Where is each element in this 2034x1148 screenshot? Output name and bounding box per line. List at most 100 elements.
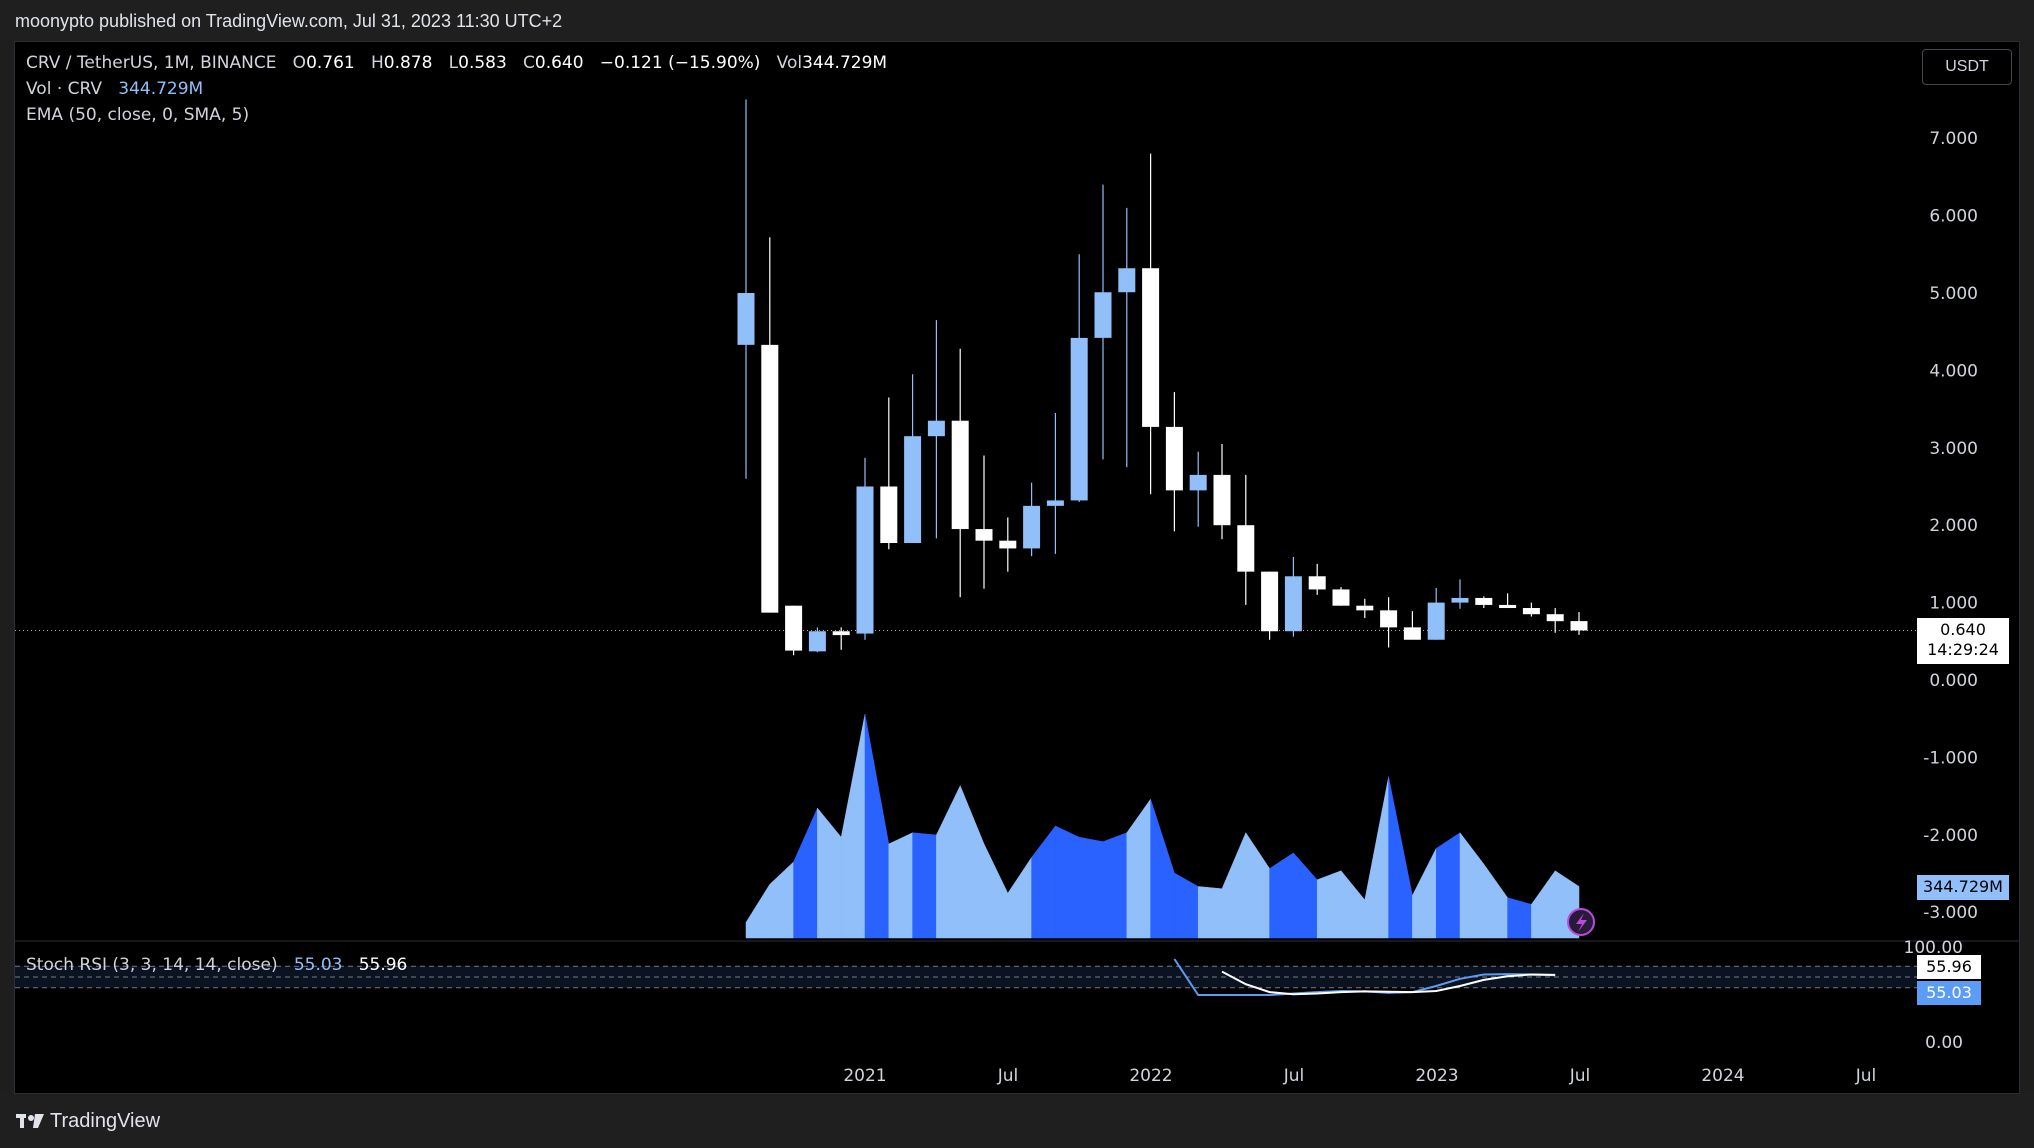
y-tick-label: 1.000 [1929, 594, 1978, 614]
close-label: C [523, 53, 535, 73]
y-tick-label: -1.000 [1923, 748, 1978, 768]
x-tick-label: 2021 [843, 1066, 886, 1086]
last-price-value: 0.640 [1940, 620, 1986, 639]
y-tick-label: 3.000 [1929, 439, 1978, 459]
lightning-glyph [1576, 913, 1587, 932]
tradingview-logo[interactable]: TradingView [16, 1110, 160, 1133]
candle-body [1165, 426, 1183, 491]
candle-body [1332, 589, 1350, 606]
candle-body [1284, 576, 1302, 632]
volume-segment [1102, 832, 1128, 939]
stoch-tick-label: 100.00 [1904, 938, 1963, 958]
volume-segment [1483, 863, 1508, 939]
high-label: H [370, 53, 384, 73]
candle-body [1380, 610, 1398, 628]
volume-segment [1174, 872, 1199, 939]
y-tick-label: -2.000 [1923, 826, 1978, 846]
volume-segment [817, 807, 842, 939]
low-label: L [448, 53, 459, 73]
candle-body [1046, 500, 1064, 506]
volume-segment [959, 785, 985, 939]
volume-segment [936, 785, 961, 939]
candle-body [737, 293, 755, 345]
y-tick-label: 6.000 [1929, 207, 1978, 227]
footer: TradingView [0, 1094, 2034, 1148]
publisher-line: moonypto published on TradingView.com, J… [15, 11, 563, 31]
candle-body [1475, 597, 1493, 605]
candle-body [1403, 627, 1421, 640]
volume-segment [745, 883, 771, 939]
bar-countdown: 14:29:24 [1927, 640, 1999, 659]
low-value: 0.583 [458, 53, 507, 73]
stoch-rsi-legend[interactable]: Stoch RSI (3, 3, 14, 14, close) 55.03 55… [26, 955, 407, 975]
high-value: 0.878 [383, 53, 433, 73]
volume-segment [1078, 836, 1104, 939]
candle-body [904, 436, 922, 544]
candle-body [1070, 337, 1088, 501]
stoch-k-value: 55.03 [293, 955, 343, 975]
stoch-tick-label: 0.00 [1925, 1033, 1963, 1053]
volume-segment [1221, 832, 1247, 939]
candle-body [1142, 268, 1160, 427]
volume-segment [1340, 870, 1366, 939]
candle-body [1356, 605, 1374, 611]
volume-segment [1269, 852, 1294, 939]
candle-body [1023, 505, 1041, 549]
volume-segment [983, 843, 1009, 939]
volume-segment [1316, 870, 1342, 939]
stoch-k-tag: 55.96 [1917, 955, 1981, 979]
candle-body [999, 540, 1017, 549]
y-tick-label: 7.000 [1929, 129, 1978, 149]
volume-segment [1055, 825, 1080, 939]
candle-body [1570, 621, 1588, 631]
candle-body [1237, 525, 1255, 572]
candle-body [975, 529, 993, 541]
symbol-name[interactable]: CRV / TetherUS, 1M, BINANCE [26, 53, 277, 73]
candle-body [1213, 474, 1231, 526]
x-tick-label: Jul [1855, 1066, 1877, 1086]
volume-segment [1507, 897, 1532, 939]
volume-segment [1245, 831, 1270, 939]
candle-body [1308, 576, 1326, 590]
candle-body [1189, 474, 1207, 491]
volume-segment [793, 807, 818, 939]
change-value: −0.121 (−15.90%) [599, 53, 761, 73]
vol-value: 344.729M [802, 53, 888, 73]
candle-body [785, 605, 803, 651]
volume-segment [1412, 848, 1437, 939]
candle-body [951, 420, 969, 530]
ema-label: EMA (50, close, 0, SMA, 5) [26, 105, 250, 125]
candle-body [761, 344, 779, 613]
volume-segment [1364, 776, 1389, 939]
brand-name: TradingView [50, 1110, 161, 1132]
ema-legend[interactable]: EMA (50, close, 0, SMA, 5) [26, 105, 249, 125]
volume-segment [864, 713, 890, 939]
y-tick-label: 5.000 [1929, 284, 1978, 304]
volume-segment [912, 832, 937, 939]
y-tick-label: -3.000 [1923, 903, 1978, 923]
candle-body [1118, 268, 1136, 293]
symbol-legend: CRV / TetherUS, 1M, BINANCE O0.761 H0.87… [26, 53, 887, 73]
candle-body [880, 486, 898, 544]
volume-indicator-value: 344.729M [118, 79, 204, 99]
volume-legend[interactable]: Vol · CRV 344.729M [26, 79, 203, 99]
currency-button[interactable]: USDT [1922, 49, 2012, 85]
volume-segment [1459, 831, 1485, 939]
candle-body [832, 631, 850, 636]
volume-segment [1293, 852, 1318, 939]
volume-segment [888, 832, 913, 939]
vol-label: Vol [776, 53, 803, 73]
candle-body [1546, 614, 1564, 622]
volume-segment [1435, 832, 1461, 939]
open-label: O [292, 53, 307, 73]
volume-segment [1126, 798, 1151, 939]
y-tick-label: 0.000 [1929, 671, 1978, 691]
volume-indicator-label: Vol · CRV [26, 79, 103, 99]
close-value: 0.640 [534, 53, 584, 73]
publish-header: moonypto published on TradingView.com, J… [0, 0, 2034, 40]
y-tick-label: 2.000 [1929, 516, 1978, 536]
candle-body [1522, 608, 1540, 615]
candle-body [1427, 602, 1445, 640]
stoch-band [15, 966, 1917, 988]
